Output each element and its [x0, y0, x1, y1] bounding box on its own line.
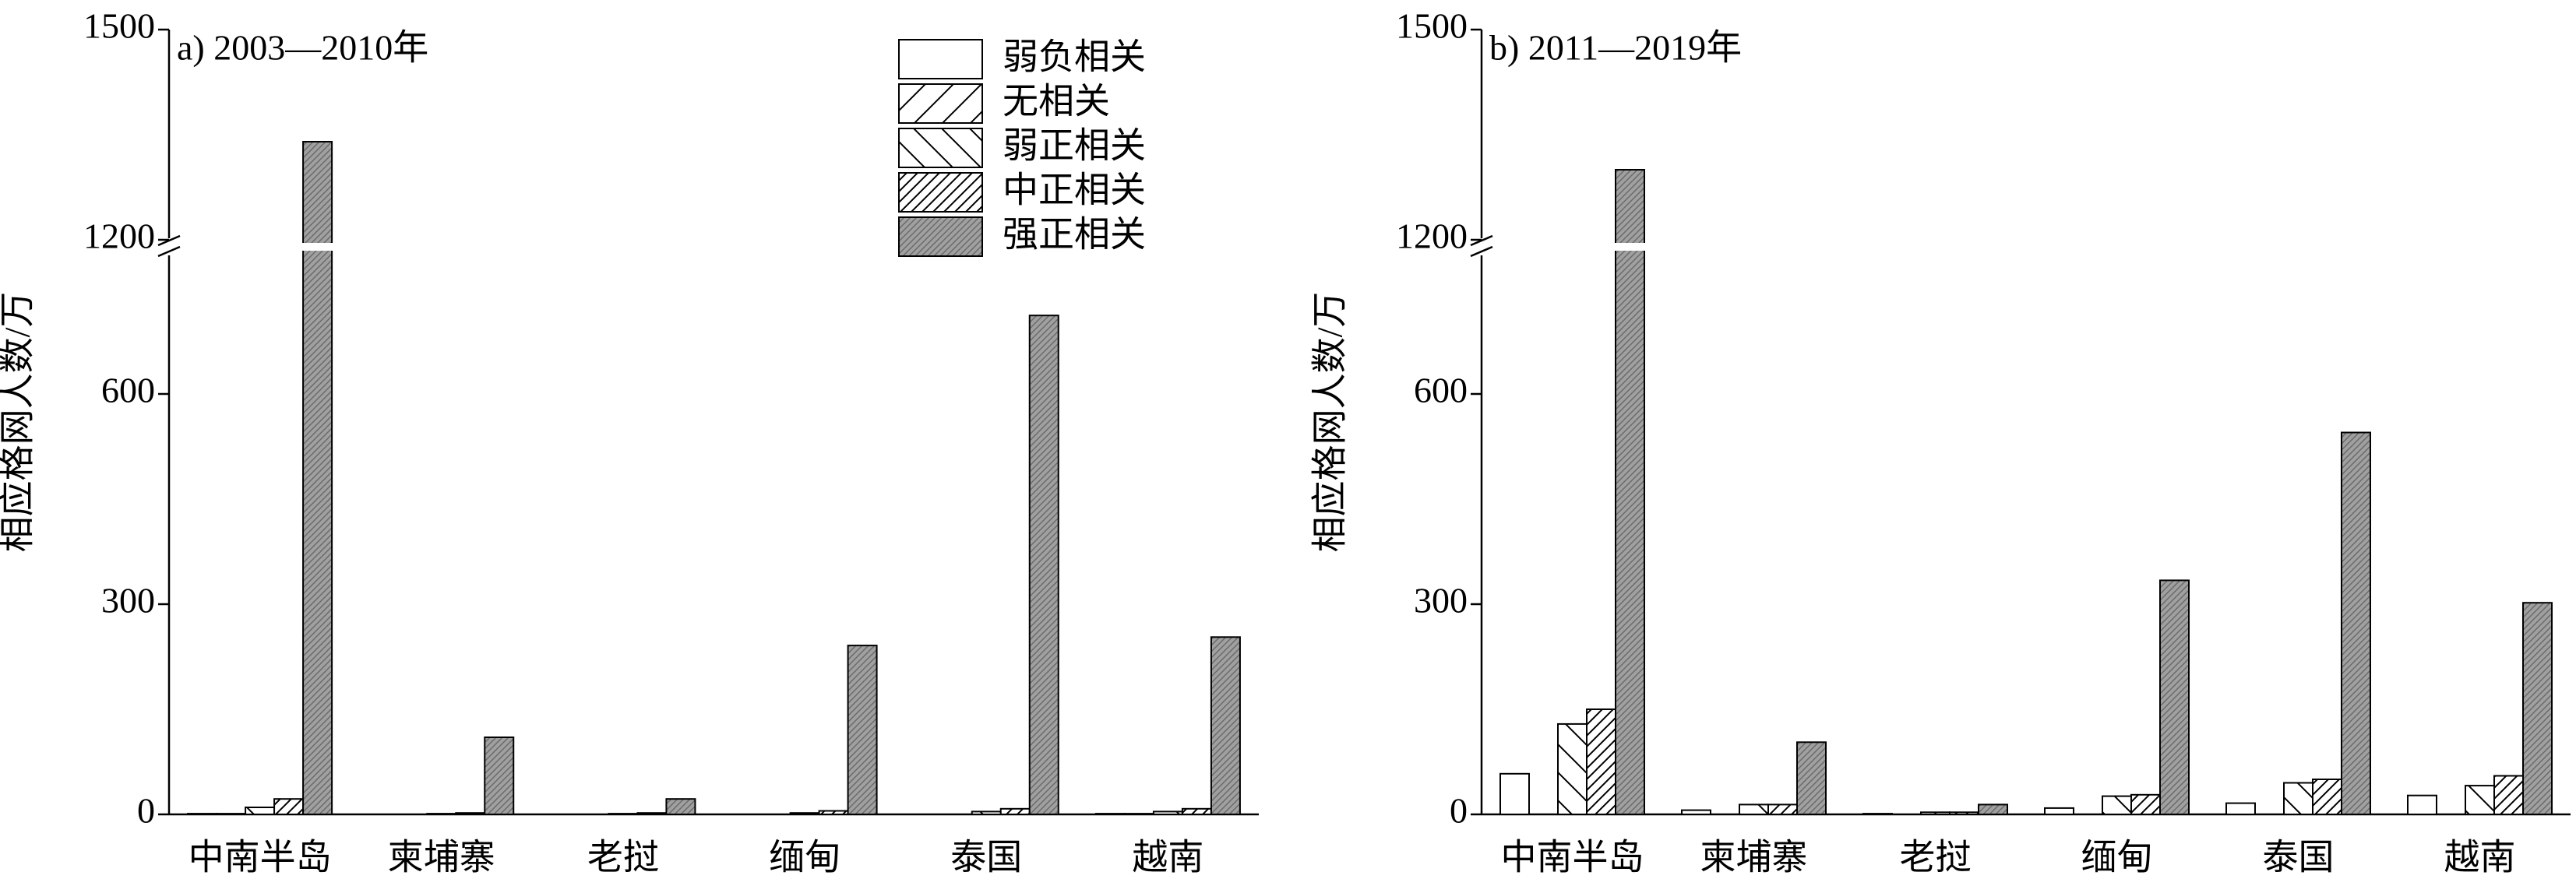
y-tick-label: 1500 — [1396, 6, 1468, 46]
bar — [2341, 431, 2371, 815]
bar — [1978, 803, 2008, 816]
legend-swatch — [898, 39, 983, 79]
bar — [1152, 810, 1183, 816]
y-axis-label: 相应格网人数/万 — [1310, 292, 1350, 553]
x-tick-label: 缅甸 — [2081, 838, 2153, 877]
bar — [2102, 795, 2132, 815]
bar — [1920, 811, 1951, 816]
x-tick-label: 泰国 — [2263, 838, 2335, 877]
legend-swatch — [898, 216, 983, 257]
x-tick-label: 中南半岛 — [189, 838, 332, 877]
y-tick-label: 600 — [1414, 371, 1468, 410]
y-tick-label: 0 — [1450, 791, 1468, 831]
bar — [999, 807, 1031, 816]
bar — [665, 798, 696, 815]
legend-swatch — [898, 128, 983, 168]
x-tick-label: 老挝 — [587, 838, 659, 877]
x-tick-label: 越南 — [2444, 838, 2516, 877]
bar — [2493, 775, 2524, 815]
y-tick-label: 1500 — [83, 6, 155, 46]
bar — [2283, 782, 2313, 815]
bar-break — [1614, 243, 1646, 251]
x-tick-label: 缅甸 — [769, 838, 840, 877]
y-axis-label: 相应格网人数/万 — [0, 292, 37, 553]
y-tick-label: 1200 — [83, 216, 155, 256]
x-tick-label: 越南 — [1132, 838, 1203, 877]
bar — [2407, 794, 2437, 816]
bar — [847, 645, 878, 815]
y-tick-label: 0 — [137, 791, 155, 831]
bar — [273, 798, 305, 815]
chart-title: a) 2003—2010年 — [177, 28, 428, 68]
bar — [1739, 803, 1769, 816]
bar — [2225, 802, 2256, 815]
legend-label: 弱负相关 — [1003, 37, 1146, 77]
bar — [2522, 602, 2553, 815]
bar — [1615, 169, 1645, 815]
bar — [302, 141, 333, 815]
bar — [455, 812, 486, 815]
bar — [2465, 785, 2495, 815]
bar — [971, 810, 1002, 816]
bar — [1210, 636, 1241, 815]
legend-label: 强正相关 — [1003, 215, 1146, 255]
panel: 0 300 600 1200 1500 b) 2011—2019年相应格网人数/万中南半岛… — [1310, 6, 2571, 877]
y-tick-label: 600 — [101, 371, 155, 410]
bar — [2130, 793, 2161, 815]
bar — [1557, 723, 1588, 816]
bar — [1028, 315, 1059, 815]
legend-swatch — [898, 83, 983, 124]
x-tick-label: 柬埔寨 — [388, 838, 495, 877]
bar — [1949, 811, 1979, 816]
bar — [2312, 779, 2342, 815]
bar-break — [301, 243, 334, 251]
x-tick-label: 老挝 — [1900, 838, 1972, 877]
bar — [2159, 579, 2190, 816]
bar — [1586, 708, 1616, 815]
bar — [1767, 803, 1798, 816]
bar — [636, 812, 668, 815]
bar — [1499, 772, 1530, 815]
y-tick-label: 300 — [101, 581, 155, 621]
bar — [1181, 807, 1212, 816]
bar — [245, 807, 276, 815]
bar — [484, 737, 515, 815]
panel: 0 300 600 1200 1500 a) 2003—2010年相应格网人数/万中南半岛… — [0, 6, 1259, 877]
x-tick-label: 中南半岛 — [1501, 838, 1644, 877]
legend-label: 无相关 — [1003, 82, 1110, 121]
x-tick-label: 柬埔寨 — [1700, 838, 1808, 877]
legend-label: 中正相关 — [1003, 171, 1146, 210]
bar — [1796, 741, 1827, 815]
y-tick-label: 1200 — [1396, 216, 1468, 256]
bar — [1681, 809, 1711, 815]
legend-swatch — [898, 172, 983, 213]
x-tick-label: 泰国 — [950, 838, 1022, 877]
chart-title: b) 2011—2019年 — [1489, 28, 1742, 68]
bar — [789, 812, 820, 815]
y-tick-label: 300 — [1414, 581, 1468, 621]
bar — [2044, 807, 2074, 816]
bar — [818, 810, 849, 815]
legend-label: 弱正相关 — [1003, 126, 1146, 166]
